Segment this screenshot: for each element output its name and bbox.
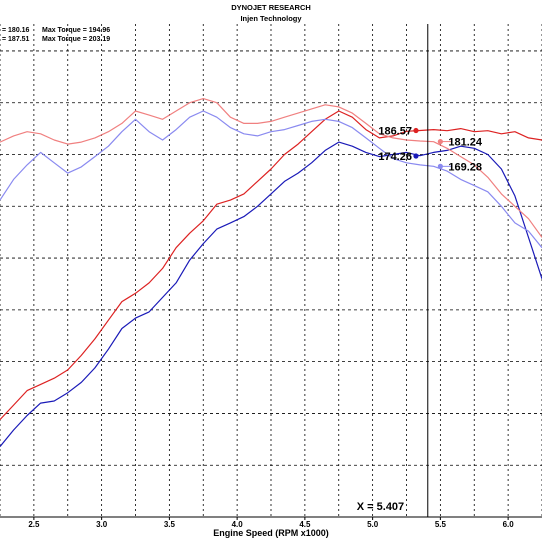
legend-run2-torque: Max Torque = 203.19: [42, 36, 111, 43]
chart-title: DYNOJET RESEARCH: [231, 3, 311, 12]
legend-run1-hp: = 180.16: [2, 27, 30, 34]
x-tick-label: 3.0: [96, 520, 108, 529]
marker-hp-red: [413, 127, 419, 134]
series-line-tq_blue: [0, 110, 542, 249]
readout-hp-red: 186.57: [378, 126, 412, 138]
marker-tq-blue: [437, 163, 443, 169]
x-axis-label: Engine Speed (RPM x1000): [213, 528, 329, 538]
readout-hp-blue: 174.26: [378, 151, 412, 163]
readout-tq-red: 181.24: [448, 137, 483, 149]
chart-subtitle: Injen Technology: [240, 14, 302, 23]
series-line-tq_red: [0, 97, 542, 238]
series-line-hp_blue: [0, 141, 542, 447]
legend-run1-torque: Max Torque = 194.96: [42, 27, 111, 34]
series-layer: [0, 97, 542, 447]
x-tick-label: 5.5: [435, 520, 447, 529]
series-line-hp_red: [0, 110, 542, 421]
x-tick-label: 4.0: [232, 520, 244, 529]
x-tick-label: 5.0: [367, 520, 379, 529]
marker-hp-blue: [413, 153, 419, 159]
cursor-markers: [413, 127, 453, 169]
readout-tq-blue: 169.28: [448, 161, 482, 173]
x-ticks: 2.5 3.0 3.5 4.0 4.5 5.0 5.5 6.0: [28, 517, 514, 529]
x-tick-label: 3.5: [164, 520, 176, 529]
x-tick-label: 2.5: [28, 520, 40, 529]
legend-run2-hp: = 187.51: [2, 36, 30, 43]
grid: [0, 24, 542, 517]
marker-tq-red: [437, 138, 443, 145]
cursor-x-readout: X = 5.407: [357, 501, 404, 513]
x-tick-label: 4.5: [299, 520, 311, 529]
x-tick-label: 6.0: [503, 520, 515, 529]
